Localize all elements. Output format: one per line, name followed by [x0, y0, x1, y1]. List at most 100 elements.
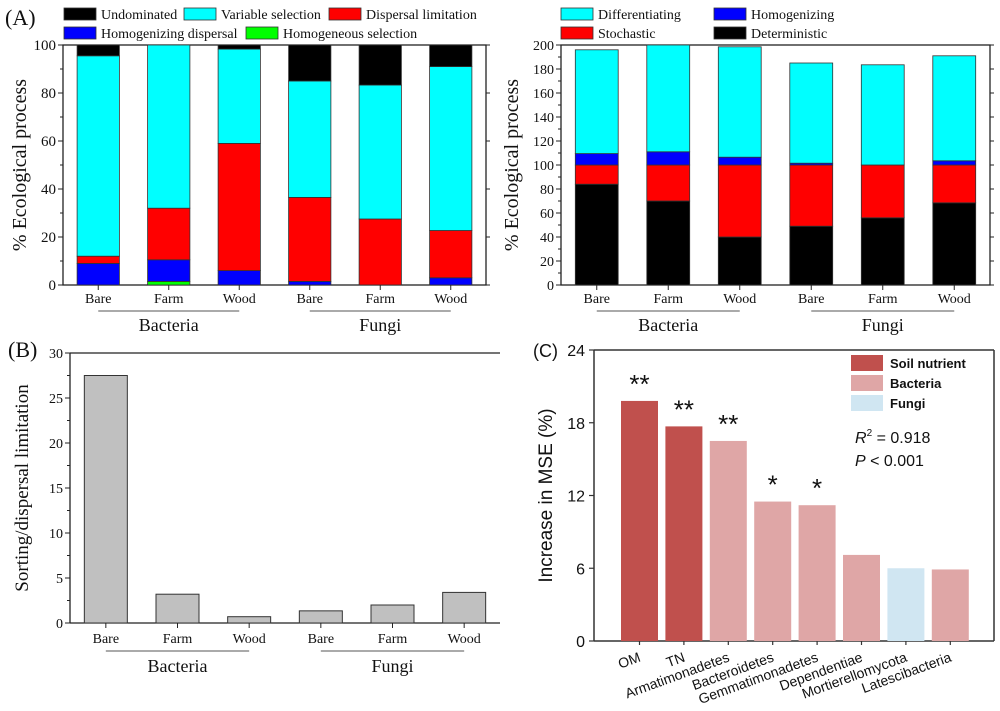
legend-label: Deterministic: [751, 27, 827, 42]
y-tick-label: 160: [533, 87, 554, 102]
chart-a: 0 20 40 60 80 100 % Ecological process Bare Farm…: [9, 38, 490, 335]
bar: [83, 375, 128, 624]
y-tick-label: 120: [533, 135, 554, 150]
p-value-annotation: P < 0.001: [855, 453, 924, 470]
bar-segment-homogenizing-dispersal: [76, 262, 120, 286]
x-tick-label: Wood: [938, 292, 971, 307]
x-tick-label: Farm: [653, 292, 683, 307]
bar-segment-undominated: [358, 44, 402, 86]
y-tick-label: 20: [41, 230, 56, 246]
y-tick-label: 0: [576, 634, 585, 651]
legend-swatch: [183, 7, 217, 21]
y-axis-label: Sorting/dispersal limitation: [12, 384, 33, 592]
group-label: Fungi: [371, 656, 413, 676]
bar: [665, 426, 703, 641]
x-tick-label: Farm: [378, 632, 408, 647]
legend-a: Undominated Variable selection Dispersal l…: [63, 7, 477, 42]
x-tick-label: Bare: [308, 632, 334, 647]
bar-segment-differentiating: [717, 46, 762, 158]
bar-segment-undominated: [217, 44, 261, 50]
bar: [798, 505, 836, 641]
bar-segment-homogenizing: [646, 151, 691, 166]
bar-segment-differentiating: [646, 44, 691, 153]
y-axis-label: % Ecological process: [501, 79, 523, 251]
bar-segment-stochastic: [860, 164, 905, 219]
x-tick-label: Farm: [154, 292, 184, 307]
legend-label: Stochastic: [598, 27, 656, 42]
plot-frame: [62, 44, 487, 286]
bar-segment-stochastic: [717, 164, 762, 238]
legend-label: Undominated: [101, 8, 177, 23]
y-tick-label: 60: [540, 207, 554, 222]
y-tick-label: 0: [547, 279, 554, 294]
x-tick-label: Bare: [798, 292, 824, 307]
significance-marker: **: [629, 369, 649, 399]
bar-segment-deterministic: [860, 217, 905, 286]
y-tick-label: 100: [34, 38, 57, 54]
x-tick-label: Bare: [584, 292, 610, 307]
x-tick-label: Wood: [448, 632, 481, 647]
y-tick-label: 0: [56, 617, 63, 632]
bar-segment-undominated: [429, 44, 473, 68]
y-tick-label: 40: [41, 182, 56, 198]
y-tick-label: 25: [49, 392, 63, 407]
bar-segment-stochastic: [574, 164, 619, 185]
r-squared-annotation: R2 = 0.918: [855, 428, 931, 447]
bar-segment-dispersal-limitation: [288, 196, 332, 282]
legend-label: Soil nutrient: [890, 356, 967, 371]
bar-segment-homogenizing: [932, 160, 977, 166]
bar: [155, 593, 200, 624]
bar: [621, 400, 658, 641]
significance-marker: **: [718, 409, 738, 439]
bar-segment-dispersal-limitation: [429, 230, 473, 279]
legend-swatch: [245, 26, 279, 40]
bar-segment-differentiating: [789, 62, 834, 164]
y-tick-label: 6: [576, 561, 585, 578]
group-label: Bacteria: [139, 315, 199, 335]
legend-swatch: [560, 26, 594, 40]
bar-segment-dispersal-limitation: [217, 142, 261, 271]
y-tick-label: 0: [49, 278, 57, 294]
legend-label: Homogeneous selection: [283, 27, 417, 42]
panel-label-c: (C): [533, 341, 558, 361]
chart-b: 0 5 10 15 20 25 30 Sorting/dispersal limitation…: [12, 347, 500, 676]
legend-label: Fungi: [890, 396, 925, 411]
bar-segment-homogenizing-dispersal: [147, 259, 191, 282]
y-axis-label: Increase in MSE (%): [536, 408, 557, 582]
bar-segment-stochastic: [789, 164, 834, 227]
y-tick-label: 80: [540, 183, 554, 198]
x-tick-label: Wood: [434, 292, 467, 307]
x-tick-label: Farm: [365, 292, 395, 307]
bar: [931, 569, 969, 641]
y-tick-label: 5: [56, 572, 63, 587]
y-tick-label: 20: [540, 255, 554, 270]
bar-segment-deterministic: [789, 225, 834, 286]
y-tick-label: 60: [41, 134, 56, 150]
legend-swatch: [851, 395, 883, 411]
bar-segment-undominated: [76, 44, 120, 57]
bar-segment-dispersal-limitation: [358, 218, 402, 286]
x-tick-label: Farm: [163, 632, 193, 647]
x-tick-label: Wood: [723, 292, 756, 307]
bar-segment-variable-selection: [358, 84, 402, 220]
bar: [887, 568, 925, 641]
legend-label: Dispersal limitation: [366, 8, 477, 23]
bar-segment-stochastic: [932, 164, 977, 204]
significance-marker: **: [674, 394, 694, 424]
group-label: Fungi: [862, 315, 904, 335]
x-tick-label: Bare: [297, 292, 323, 307]
legend-swatch: [328, 7, 362, 21]
bar: [754, 501, 792, 641]
bar: [370, 604, 415, 624]
bar-segment-variable-selection: [429, 66, 473, 231]
bar-segment-variable-selection: [147, 44, 191, 209]
x-tick-label: Farm: [868, 292, 898, 307]
legend-label: Differentiating: [598, 8, 681, 23]
bar-segment-deterministic: [932, 202, 977, 286]
bar-segment-undominated: [288, 44, 332, 82]
legend-swatch: [713, 26, 747, 40]
bar: [298, 610, 343, 624]
legend-swatch: [851, 355, 883, 371]
